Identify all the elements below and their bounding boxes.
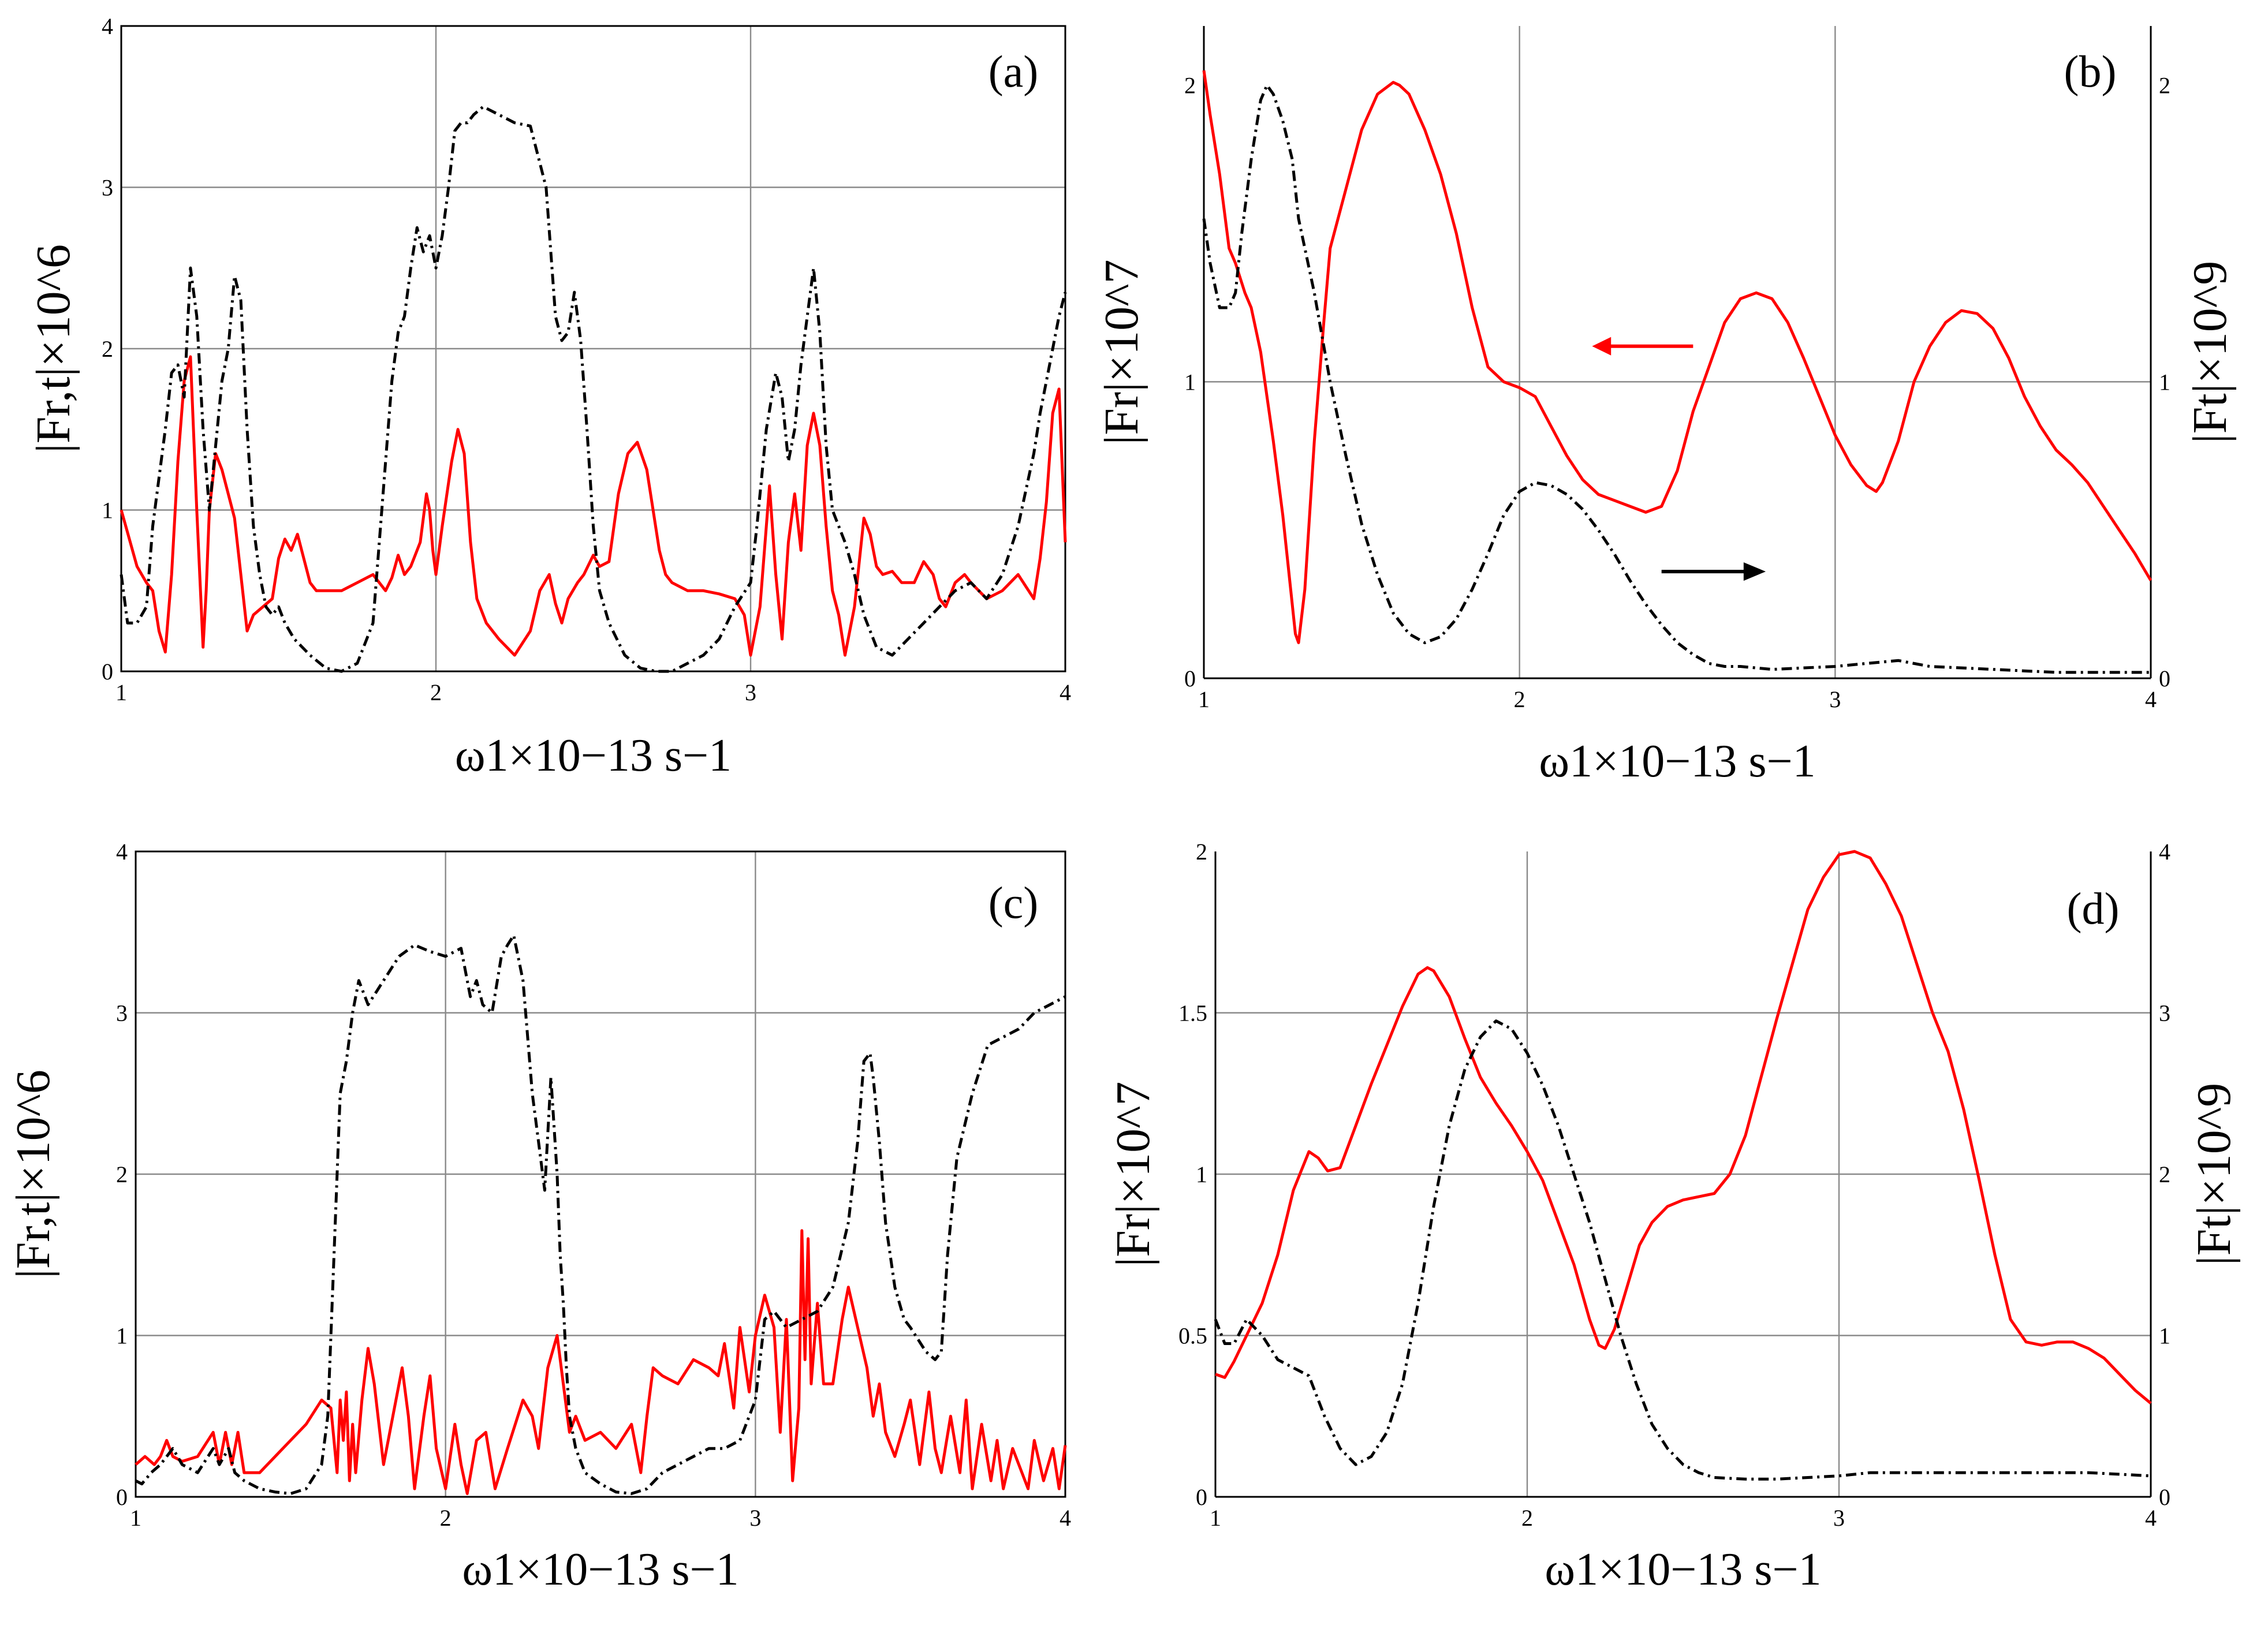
y-tick-label: 1 [1196, 1161, 1207, 1187]
x-tick-label: 4 [2145, 1505, 2157, 1531]
plot-frame [135, 850, 1066, 1498]
series-line-Fr [1202, 70, 2153, 644]
y-right-tick-label: 0 [2159, 1484, 2170, 1510]
y-axis-label: |Fr|×10^7 [1106, 1081, 1160, 1267]
x-tick-label: 2 [430, 679, 442, 705]
panel-label: (b) [2064, 46, 2117, 96]
x-axis-label: ω1×10−13 s−1 [1545, 1544, 1821, 1595]
y-tick-label: 1 [116, 1323, 128, 1349]
y-tick-label: 2 [102, 336, 113, 362]
y-axis-label-right: |Ft|×10^9 [2183, 261, 2237, 443]
x-tick-label: 3 [745, 679, 756, 705]
x-tick-label: 1 [1210, 1505, 1221, 1531]
x-tick-label: 3 [749, 1505, 761, 1531]
plot-frame [120, 25, 1066, 673]
y-right-tick-label: 2 [2159, 73, 2170, 99]
x-tick-label: 1 [130, 1505, 141, 1531]
y-tick-label: 0 [1196, 1484, 1207, 1510]
y-tick-label: 3 [102, 175, 113, 201]
y-right-tick-label: 0 [2159, 666, 2170, 692]
y-tick-label: 2 [1196, 839, 1207, 865]
x-axis-label: ω1×10−13 s−1 [462, 1544, 738, 1595]
x-tick-label: 2 [1521, 1505, 1533, 1531]
y-tick-label: 1 [102, 498, 113, 524]
y-right-tick-label: 2 [2159, 1161, 2170, 1187]
x-axis-label: ω1×10−13 s−1 [455, 730, 732, 781]
series-line-Ft [1202, 84, 2151, 674]
y-tick-label: 4 [116, 839, 128, 865]
x-tick-label: 3 [1833, 1505, 1845, 1531]
x-tick-label: 3 [1829, 686, 1841, 712]
x-axis-label: ω1×10−13 s−1 [1539, 736, 1815, 787]
y-axis-label: |Fr,t|×10^6 [6, 1070, 60, 1279]
series-line-Ft [1214, 1019, 2151, 1481]
panel-label: (d) [2067, 883, 2120, 933]
y-right-tick-label: 1 [2159, 369, 2170, 395]
y-tick-label: 0.5 [1178, 1323, 1207, 1349]
y-axis-label: |Fr|×10^7 [1095, 259, 1148, 444]
x-tick-label: 4 [2145, 686, 2157, 712]
y-axis-label-right: |Ft|×10^9 [2187, 1083, 2241, 1265]
panel-label: (c) [988, 877, 1039, 928]
x-tick-label: 2 [440, 1505, 452, 1531]
panel-label: (a) [988, 46, 1039, 96]
x-tick-label: 4 [1060, 679, 1071, 705]
y-right-tick-label: 4 [2159, 839, 2170, 865]
y-tick-label: 1.5 [1178, 1000, 1207, 1026]
arrow-right-black-head [1743, 562, 1766, 581]
x-tick-label: 4 [1060, 1505, 1071, 1531]
y-tick-label: 2 [116, 1161, 128, 1187]
arrow-left-red-head [1592, 337, 1612, 356]
y-tick-label: 0 [116, 1484, 128, 1510]
y-tick-label: 0 [1184, 666, 1196, 692]
series-line-Fr [135, 1229, 1067, 1495]
y-tick-label: 1 [1184, 369, 1196, 395]
y-axis-label: |Fr,t|×10^6 [27, 244, 80, 453]
x-tick-label: 2 [1514, 686, 1525, 712]
y-tick-label: 0 [102, 659, 113, 685]
series-line-Ft [120, 105, 1067, 673]
y-tick-label: 4 [102, 13, 113, 39]
series-line-Ft [135, 933, 1066, 1495]
x-tick-label: 1 [1198, 686, 1210, 712]
x-tick-label: 1 [115, 679, 127, 705]
y-right-tick-label: 1 [2159, 1323, 2170, 1349]
series-line-Fr [120, 355, 1067, 657]
series-line-Fr [1215, 850, 2152, 1404]
y-tick-label: 2 [1184, 73, 1196, 99]
y-right-tick-label: 3 [2159, 1000, 2170, 1026]
y-tick-label: 3 [116, 1000, 128, 1026]
